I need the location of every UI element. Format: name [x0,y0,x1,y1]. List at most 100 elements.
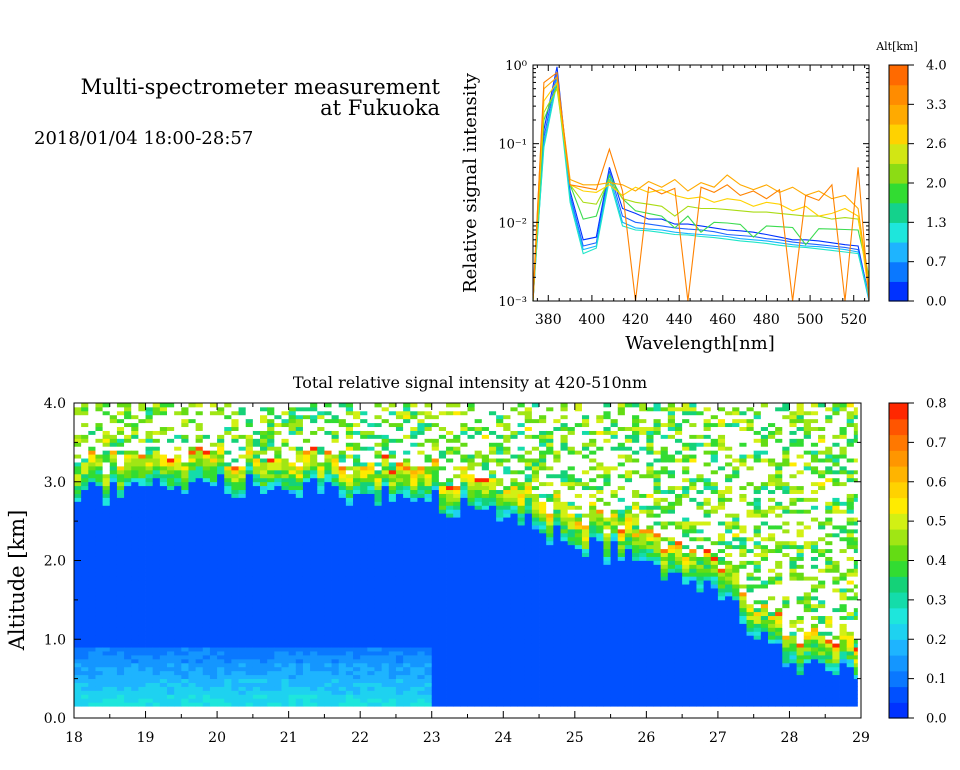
heatmap-cell [217,446,225,451]
heatmap-cell [281,552,290,557]
heatmap-cell [217,525,225,530]
heatmap-cell [209,611,218,617]
heatmap-cell [195,536,204,542]
heatmap-cell [124,666,132,672]
heatmap-cell [403,446,411,451]
heatmap-cell [181,588,189,593]
heatmap-cell [217,469,225,475]
heatmap-cell [431,532,440,538]
heatmap-cell [102,458,111,463]
heatmap-cell [460,426,468,431]
heatmap-cell [324,611,332,617]
heatmap-cell [338,666,347,672]
heatmap-cell [260,501,268,506]
heatmap-cell [174,611,182,617]
heatmap-cell [238,406,247,412]
heatmap-cell [331,662,340,668]
heatmap-cell [252,568,261,573]
heatmap-cell [202,576,211,581]
heatmap-cell [167,619,175,624]
heatmap-cell [167,481,175,487]
heatmap-cell [281,493,290,498]
heatmap-cell [167,505,175,510]
heatmap-cell [353,422,361,428]
heatmap-cell [310,509,318,514]
heatmap-cell [152,540,161,546]
heatmap-cell [360,588,368,593]
heatmap-cell [209,607,218,613]
heatmap-cell [152,548,161,554]
heatmap-cell [446,473,454,479]
heatmap-cell [481,564,490,569]
heatmap-cell [159,635,168,640]
heatmap-cell [109,477,118,483]
heatmap-cell [152,568,161,573]
heatmap-cell [159,426,168,431]
heatmap-cell [367,418,375,424]
heatmap-cell [174,532,182,538]
heatmap-cell [496,489,504,494]
heatmap-cell [510,623,518,628]
heatmap-cell [395,525,404,530]
heatmap-cell [231,442,239,447]
heatmap-cell [481,462,490,467]
heatmap-cell [116,655,125,660]
heatmap-cell [209,513,218,518]
heatmap-cell [510,469,518,475]
heatmap-cell [274,678,282,683]
heatmap-cell [116,458,125,463]
heatmap-cell [481,631,490,636]
heatmap-cell [224,651,232,656]
heatmap-cell [74,406,82,412]
heatmap-cell [202,639,211,644]
heatmap-cell [152,473,161,479]
heatmap-cell [131,422,139,428]
heatmap-cell [88,552,96,557]
heatmap-cell [424,544,433,550]
heatmap-cell [410,647,418,652]
heatmap-cell [481,635,490,640]
heatmap-cell [238,540,247,546]
heatmap-cell [145,690,154,695]
heatmap-cell [224,666,232,672]
heatmap-cell [510,450,518,455]
heatmap-cell [267,623,275,628]
heatmap-cell [116,599,125,605]
heatmap-cell [188,544,197,550]
heatmap-cell [202,599,211,605]
heatmap-cell [217,493,225,498]
heatmap-cell [138,517,146,522]
heatmap-cell [395,505,404,510]
heatmap-cell [74,698,82,703]
heatmap-cell [403,702,411,707]
heatmap-cell [81,442,89,447]
heatmap-cell [188,469,197,475]
heatmap-cell [481,481,490,487]
heatmap-cell [238,513,247,518]
heatmap-cell [345,595,354,601]
heatmap-cell [217,517,225,522]
heatmap-cell [381,627,390,632]
heatmap-cell [324,454,332,459]
heatmap-cell [353,619,361,624]
heatmap-cell [410,521,418,526]
heatmap-cell [403,513,411,518]
heatmap-cell [438,517,447,522]
chart-title-line-2: at Fukuoka [320,96,440,120]
heatmap-cell [331,473,340,479]
heatmap-cell [481,469,490,475]
heatmap-cell [81,529,89,534]
heatmap-cell [438,631,447,636]
heatmap-cell [138,529,146,534]
heatmap-cell [102,580,111,585]
heatmap-cell [295,422,304,428]
heatmap-cell [317,438,325,443]
heatmap-cell [145,403,154,408]
altitude-colorbar-tick-label: 2.6 [926,137,947,152]
heatmap-cell [295,466,304,471]
spectrum-y-tick-label: 10⁻² [498,216,527,231]
heatmap-cell [496,493,504,498]
heatmap-cell [310,580,318,585]
heatmap-cell [410,568,418,573]
heatmap-cell [410,670,418,676]
